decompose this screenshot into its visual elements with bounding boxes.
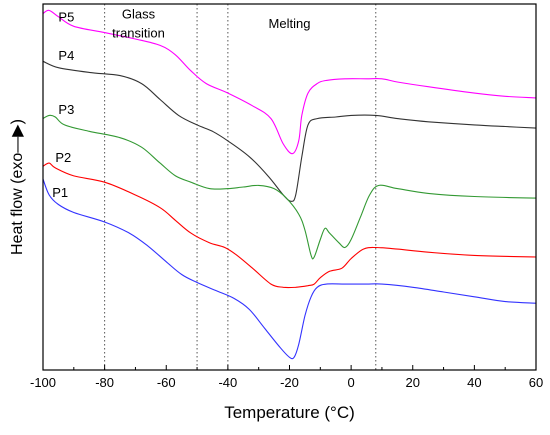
y-axis-label: Heat flow (exo—▶) bbox=[9, 119, 26, 255]
series-label-p1: P1 bbox=[52, 185, 68, 200]
x-tick-label: -100 bbox=[30, 375, 56, 390]
x-tick-label: 0 bbox=[348, 375, 355, 390]
series-label-p3: P3 bbox=[58, 102, 74, 117]
series-label-p4: P4 bbox=[58, 48, 74, 63]
series-label-p5: P5 bbox=[58, 10, 74, 25]
series-label-p2: P2 bbox=[55, 150, 71, 165]
x-axis-tick-labels: -100 -80 -60 -40 -20 0 20 40 60 bbox=[30, 375, 543, 390]
series-layer bbox=[42, 9, 537, 360]
series-line-p1 bbox=[42, 178, 537, 360]
annotation: transition bbox=[112, 26, 165, 41]
annotations: Glass transition Melting bbox=[112, 7, 310, 41]
x-tick-label: -60 bbox=[157, 375, 176, 390]
x-tick-label: 40 bbox=[467, 375, 481, 390]
x-tick-label: -80 bbox=[95, 375, 114, 390]
series-labels: P5 P4 P3 P2 P1 bbox=[52, 10, 74, 200]
annotation: Glass bbox=[122, 7, 156, 22]
x-tick-label: -20 bbox=[280, 375, 299, 390]
series-line-p4 bbox=[42, 60, 537, 202]
reference-lines bbox=[104, 4, 377, 370]
series-line-p5 bbox=[42, 9, 537, 155]
x-axis-ticks bbox=[42, 365, 537, 370]
x-tick-label: 20 bbox=[406, 375, 420, 390]
x-tick-label: -40 bbox=[218, 375, 237, 390]
x-tick-label: 60 bbox=[529, 375, 543, 390]
annotation: Melting bbox=[269, 16, 311, 31]
series-line-p3 bbox=[42, 114, 537, 260]
x-axis-label: Temperature (°C) bbox=[224, 403, 355, 422]
series-line-p2 bbox=[42, 162, 537, 289]
